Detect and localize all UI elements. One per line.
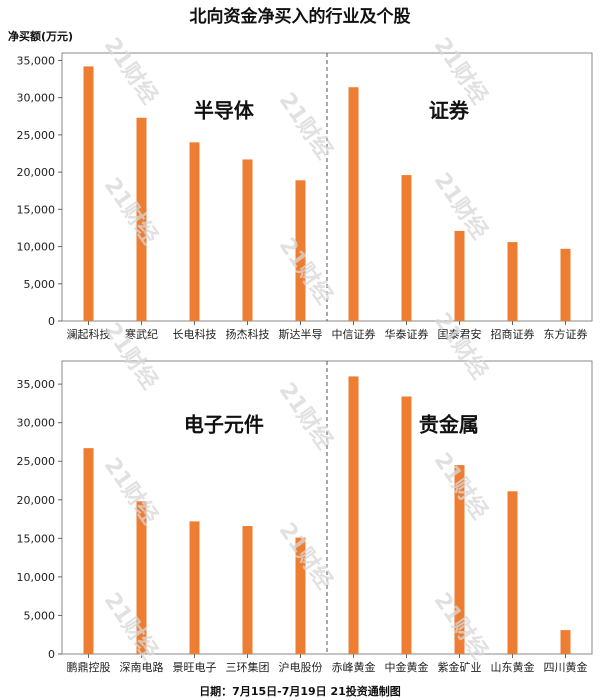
x-tick-label: 中金黄金 [385, 660, 429, 674]
x-tick-label: 鹏鼎控股 [67, 660, 111, 674]
bar [242, 526, 253, 654]
bar [454, 465, 465, 654]
x-tick-label: 招商证券 [491, 327, 535, 341]
x-tick-label: 三环集团 [226, 660, 270, 674]
watermark-text: 21财经 [274, 88, 338, 164]
group-label: 半导体 [194, 98, 255, 122]
watermark-text: 21财经 [99, 453, 163, 529]
y-tick-label: 10,000 [17, 571, 56, 584]
y-tick-label: 5,000 [24, 609, 56, 622]
y-tick-label: 35,000 [17, 54, 56, 67]
footer-caption: 日期：7月15日-7月19日 21投资通制图 [199, 685, 401, 698]
y-tick-label: 0 [48, 315, 55, 328]
x-tick-label: 四川黄金 [544, 660, 588, 674]
y-tick-label: 15,000 [17, 203, 56, 216]
group-label: 电子元件 [184, 412, 264, 436]
x-tick-label: 国泰君安 [438, 327, 482, 341]
x-tick-label: 沪电股份 [279, 660, 323, 674]
bar [454, 230, 465, 321]
y-axis-label: 净买额(万元) [8, 30, 74, 43]
bar [401, 396, 412, 654]
y-tick-label: 35,000 [17, 378, 56, 391]
bar [507, 491, 518, 654]
x-tick-label: 扬杰科技 [226, 327, 270, 341]
y-tick-label: 20,000 [17, 494, 56, 507]
y-tick-label: 10,000 [17, 241, 56, 254]
watermark-text: 21财经 [99, 33, 163, 109]
bar [348, 87, 359, 321]
y-tick-label: 5,000 [24, 278, 56, 291]
x-tick-label: 长电科技 [173, 327, 217, 341]
bar [83, 448, 94, 654]
bar [401, 175, 412, 321]
x-tick-label: 紫金矿业 [438, 660, 482, 674]
bar [348, 376, 359, 654]
bar [189, 142, 200, 321]
bar [136, 117, 147, 322]
x-tick-label: 中信证券 [332, 327, 376, 341]
x-tick-label: 深南电路 [120, 661, 164, 674]
watermark-text: 21财经 [99, 588, 163, 664]
bar [189, 521, 200, 654]
bar [136, 501, 147, 654]
y-tick-label: 30,000 [17, 92, 56, 105]
watermark-text: 21财经 [274, 378, 338, 454]
bar [507, 242, 518, 321]
y-tick-label: 15,000 [17, 532, 56, 545]
bar [560, 248, 571, 321]
x-tick-label: 澜起科技 [67, 327, 111, 341]
x-tick-label: 华泰证券 [385, 327, 429, 341]
x-tick-label: 景旺电子 [173, 661, 217, 674]
bar [295, 180, 306, 321]
x-tick-label: 寒武纪 [125, 327, 158, 341]
bar [295, 537, 306, 654]
x-tick-label: 山东黄金 [491, 660, 535, 674]
y-tick-label: 0 [48, 648, 55, 661]
x-tick-label: 东方证券 [544, 327, 588, 341]
x-tick-label: 斯达半导 [279, 327, 323, 341]
y-tick-label: 25,000 [17, 129, 56, 142]
watermark-text: 21财经 [274, 233, 338, 309]
x-tick-label: 赤峰黄金 [332, 660, 376, 674]
group-label: 贵金属 [419, 412, 479, 436]
bar [242, 159, 253, 321]
watermark-text: 21财经 [274, 518, 338, 594]
y-tick-label: 30,000 [17, 417, 56, 430]
chart-title: 北向资金净买入的行业及个股 [189, 7, 411, 27]
watermark-text: 21财经 [99, 173, 163, 249]
y-tick-label: 25,000 [17, 455, 56, 468]
group-label: 证券 [429, 98, 470, 122]
bar [83, 66, 94, 322]
bar [560, 630, 571, 654]
y-tick-label: 20,000 [17, 166, 56, 179]
